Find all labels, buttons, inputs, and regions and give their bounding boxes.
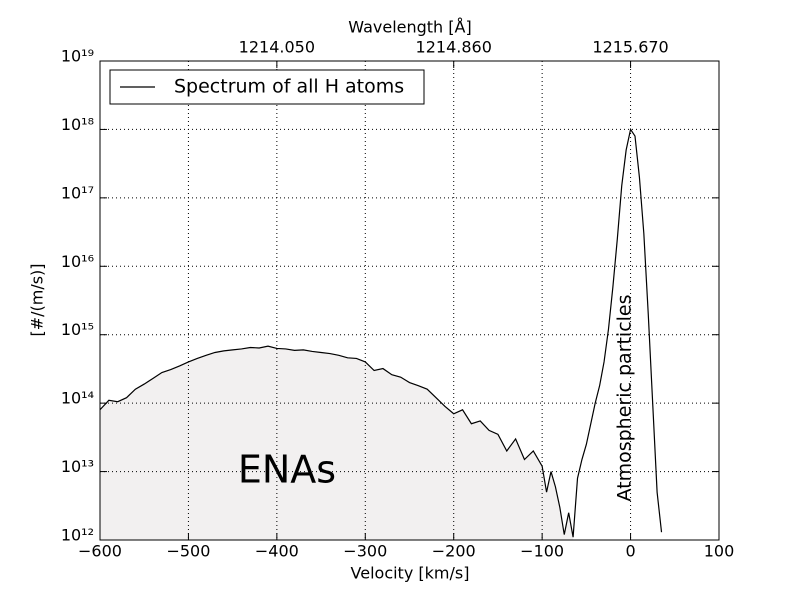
x2-axis-label: Wavelength [Å] [348,18,471,37]
legend-box [109,69,425,105]
x2-tick-label: 1214.050 [239,38,315,57]
y-tick-label: 10¹³ [61,457,94,476]
y-tick-label: 10¹⁷ [61,183,94,202]
series-line [99,127,663,538]
x-tick-label: −400 [255,542,299,561]
x-axis-label: Velocity [km/s] [351,564,470,583]
x-tick-label: −600 [78,542,122,561]
x-tick-label: −200 [432,542,476,561]
annotation: Atmospheric particles [614,294,636,501]
x-tick-label: 100 [704,542,735,561]
y-tick-label: 10¹⁴ [61,389,94,408]
legend: Spectrum of all H atoms [109,69,425,105]
x2-tick-label: 1214.860 [416,38,492,57]
x-tick-label: −500 [166,542,210,561]
y-axis-label: [#/(m/s)] [28,263,47,336]
y-tick-label: 10¹⁹ [61,47,94,66]
enas-area [100,346,574,540]
legend-label: Spectrum of all H atoms [174,76,404,98]
y-tick-label: 10¹² [61,526,94,545]
plot-frame [99,60,720,541]
annotation: ENAs [238,448,336,492]
x-tick-label: −100 [520,542,564,561]
y-tick-label: 10¹⁵ [61,320,94,339]
y-tick-label: 10¹⁸ [61,115,94,134]
x2-tick-label: 1215.670 [592,38,668,57]
x-tick-label: −300 [343,542,387,561]
x-tick-label: 0 [625,542,635,561]
y-tick-label: 10¹⁶ [61,252,94,271]
